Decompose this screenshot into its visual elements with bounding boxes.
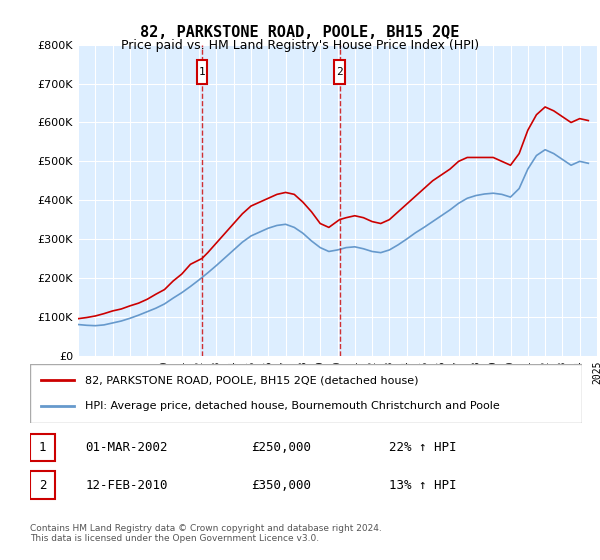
Text: 1: 1 bbox=[199, 67, 205, 77]
FancyBboxPatch shape bbox=[197, 60, 207, 83]
FancyBboxPatch shape bbox=[30, 433, 55, 461]
FancyBboxPatch shape bbox=[30, 472, 55, 499]
Text: HPI: Average price, detached house, Bournemouth Christchurch and Poole: HPI: Average price, detached house, Bour… bbox=[85, 402, 500, 412]
Text: 82, PARKSTONE ROAD, POOLE, BH15 2QE: 82, PARKSTONE ROAD, POOLE, BH15 2QE bbox=[140, 25, 460, 40]
Text: 2: 2 bbox=[38, 479, 46, 492]
Text: Price paid vs. HM Land Registry's House Price Index (HPI): Price paid vs. HM Land Registry's House … bbox=[121, 39, 479, 52]
FancyBboxPatch shape bbox=[30, 364, 582, 423]
Text: 2: 2 bbox=[336, 67, 343, 77]
Text: 13% ↑ HPI: 13% ↑ HPI bbox=[389, 479, 457, 492]
Text: £250,000: £250,000 bbox=[251, 441, 311, 454]
Text: 12-FEB-2010: 12-FEB-2010 bbox=[85, 479, 168, 492]
Text: 22% ↑ HPI: 22% ↑ HPI bbox=[389, 441, 457, 454]
Text: 82, PARKSTONE ROAD, POOLE, BH15 2QE (detached house): 82, PARKSTONE ROAD, POOLE, BH15 2QE (det… bbox=[85, 375, 419, 385]
Text: Contains HM Land Registry data © Crown copyright and database right 2024.
This d: Contains HM Land Registry data © Crown c… bbox=[30, 524, 382, 543]
Text: 1: 1 bbox=[38, 441, 46, 454]
Text: £350,000: £350,000 bbox=[251, 479, 311, 492]
Text: 01-MAR-2002: 01-MAR-2002 bbox=[85, 441, 168, 454]
FancyBboxPatch shape bbox=[334, 60, 345, 83]
